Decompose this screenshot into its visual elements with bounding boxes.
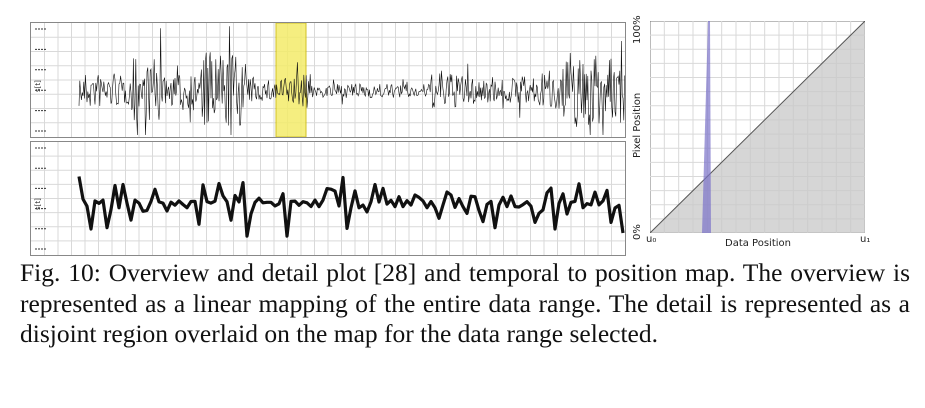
overview-plot [30,22,626,138]
detail-plot [30,141,626,256]
detail-chart [31,142,625,255]
map-x-axis-title: Data Position [725,238,791,249]
detail-ylabel: s[t] [34,198,42,210]
map-y-top-label: 100% [632,15,643,44]
map-y-axis-title: Pixel Position [632,92,643,158]
linear-mapping-line [649,20,866,234]
position-map-chart [649,20,866,234]
figure: s[t] s[t] 100% Pixel Position 0% u₀ Data… [30,15,871,256]
map-x-start-label: u₀ [646,234,657,245]
overview-signal [78,26,625,136]
overview-chart [31,23,625,137]
figure-caption: Fig. 10: Overview and detail plot [28] a… [20,258,910,348]
overview-y-ticks [35,28,47,132]
map-y-bottom-label: 0% [632,224,643,240]
position-map [649,20,866,234]
detail-y-ticks [35,147,47,250]
detail-selection-region [702,21,711,233]
selected-range-highlight [275,23,307,137]
map-x-end-label: u₁ [860,234,871,245]
detail-signal [77,175,625,238]
overview-ylabel: s[t] [34,80,42,92]
